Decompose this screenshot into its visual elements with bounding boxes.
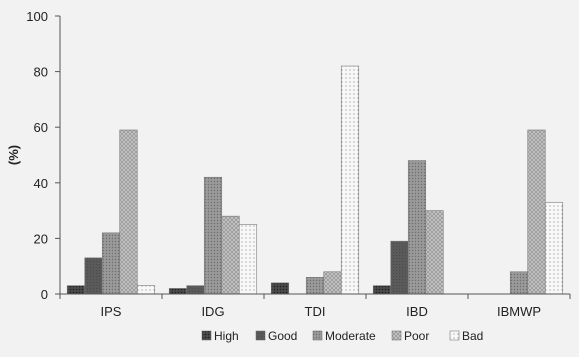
y-axis: 0 20 40 60 80 100 [26,9,60,302]
bar-ips-good [84,257,103,295]
legend: High Good Moderate Poor Bad [201,329,483,343]
y-tick-label: 100 [26,9,48,24]
bar-tdi-moderate [305,277,325,295]
bar-ibmwp-moderate [509,271,529,295]
y-tick-label: 20 [34,231,48,246]
bar-ips-poor [119,129,138,295]
legend-swatch [255,330,266,341]
y-tick-label: 60 [34,120,48,135]
bar-idg-bad [238,224,258,295]
bar-ibd-moderate [407,160,427,295]
x-tick-label: TDI [305,304,326,319]
bar-idg-poor [221,215,240,295]
y-tick-label: 0 [41,287,48,302]
y-axis-title: (%) [6,145,21,165]
bar-ips-bad [136,285,156,295]
legend-swatch [449,330,460,341]
x-axis: IPS IDG TDI IBD IBMWP [59,294,571,319]
bar-idg-high [168,288,188,295]
legend-label: High [214,329,239,343]
x-tick-label: IDG [201,304,224,319]
x-tick-label: IBD [406,304,428,319]
legend-label: Poor [404,329,429,343]
bar-tdi-bad [340,65,360,295]
bar-ibmwp-poor [527,129,546,295]
bar-idg-good [186,285,205,295]
bar-idg-moderate [203,176,223,295]
bars [66,65,564,295]
x-tick-label: IBMWP [497,304,541,319]
bar-tdi-high [270,282,290,295]
legend-label: Moderate [325,329,376,343]
y-tick-label: 40 [34,176,48,191]
x-tick-label: IPS [101,304,122,319]
bar-ibd-good [390,240,409,295]
bar-ibd-high [372,285,392,295]
legend-swatch [201,330,212,341]
legend-label: Good [268,329,297,343]
bar-ips-moderate [101,232,121,295]
legend-swatch [312,330,323,341]
bar-ibd-poor [425,210,444,295]
legend-label: Bad [462,329,483,343]
bar-tdi-poor [323,271,342,295]
bar-ibmwp-bad [544,201,564,295]
bar-ips-high [66,285,86,295]
legend-swatch [391,330,402,341]
y-tick-label: 80 [34,65,48,80]
